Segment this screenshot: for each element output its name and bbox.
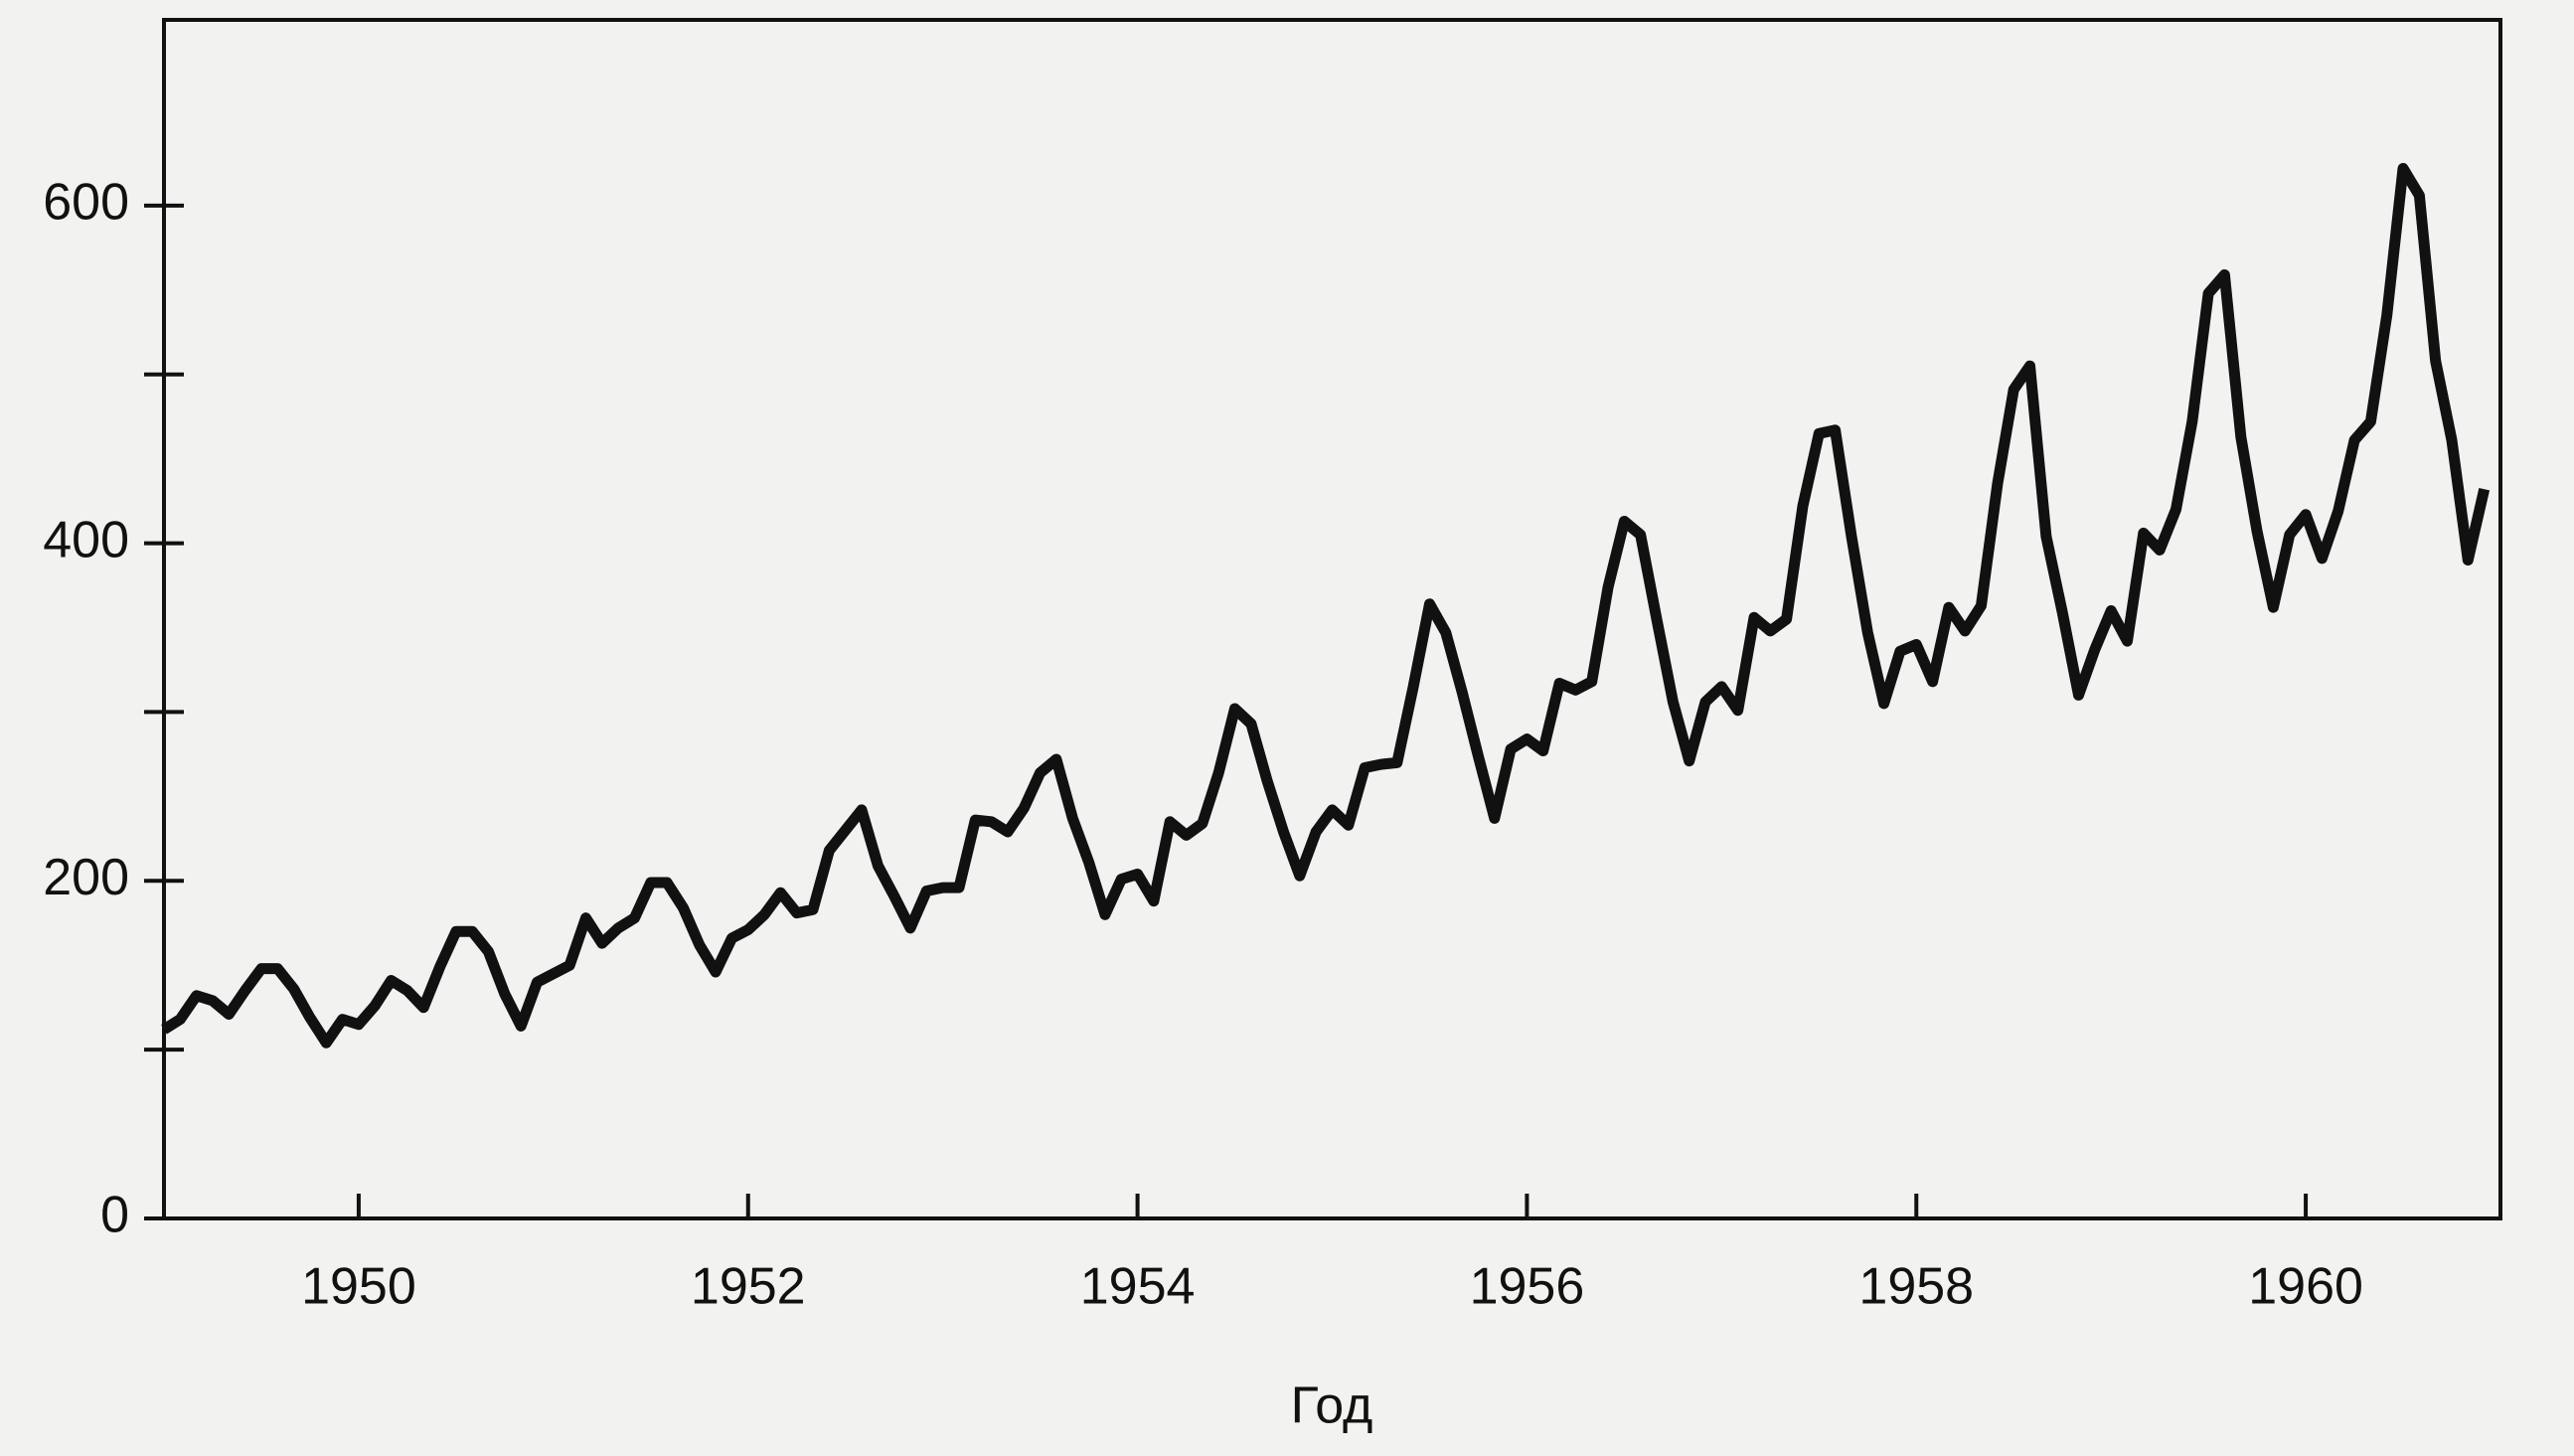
data-line <box>161 163 2491 1049</box>
plot-frame <box>162 18 2502 1220</box>
x-tick-label: 1954 <box>1080 1258 1196 1316</box>
x-tick-label: 1958 <box>1858 1258 1974 1316</box>
y-tick-label: 600 <box>43 174 129 232</box>
x-tick-label: 1952 <box>691 1258 806 1316</box>
x-tick-label: 1950 <box>301 1258 416 1316</box>
y-tick-label: 200 <box>43 849 129 906</box>
y-tick-label: 0 <box>100 1187 129 1244</box>
y-tick-label: 400 <box>43 511 129 568</box>
x-tick-label: 1960 <box>2248 1258 2363 1316</box>
x-tick-label: 1956 <box>1470 1258 1585 1316</box>
x-axis-label: Год <box>1291 1377 1373 1435</box>
